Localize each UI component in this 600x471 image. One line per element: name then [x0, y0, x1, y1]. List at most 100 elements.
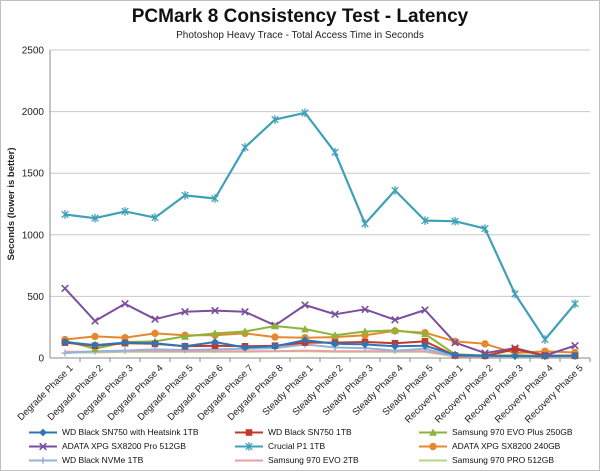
- y-tick-label: 1000: [22, 230, 45, 241]
- legend-swatch: [235, 442, 263, 451]
- data-point: [361, 219, 369, 229]
- y-tick-label: 2500: [22, 46, 45, 57]
- data-point: [391, 186, 399, 195]
- data-point: [451, 338, 459, 347]
- data-point: [39, 428, 47, 437]
- data-point: [481, 351, 489, 360]
- y-axis-label: Seconds (lower is better): [6, 148, 17, 261]
- legend-swatch: [419, 428, 447, 436]
- data-point: [361, 305, 369, 314]
- data-point: [121, 299, 129, 308]
- data-point: [481, 340, 489, 348]
- data-point: [91, 332, 99, 341]
- series-line: [64, 329, 576, 355]
- data-point: [121, 207, 129, 216]
- legend-label: WD Black NVMe 1TB: [62, 455, 144, 465]
- data-point: [511, 289, 519, 299]
- data-point: [331, 331, 339, 339]
- data-point: [301, 336, 309, 345]
- data-point: [245, 442, 253, 451]
- data-point: [151, 213, 159, 222]
- data-point: [39, 457, 47, 464]
- data-point: [451, 351, 459, 359]
- series-line: [64, 287, 576, 357]
- data-point: [361, 340, 369, 349]
- legend-swatch: [29, 457, 57, 464]
- data-point: [151, 339, 159, 348]
- legend-swatch: [29, 428, 57, 437]
- legend-swatch: [419, 442, 447, 451]
- data-point: [151, 329, 159, 338]
- data-point: [331, 310, 339, 319]
- data-point: [391, 326, 399, 334]
- y-tick-label: 0: [38, 354, 44, 365]
- data-point: [331, 147, 339, 157]
- data-point: [91, 317, 99, 325]
- data-point: [541, 352, 549, 361]
- chart-legend: WD Black SN750 with Heatsink 1TB WD Black…: [28, 426, 588, 468]
- legend-label: Samsung 970 EVO Plus 250GB: [452, 427, 573, 437]
- data-point: [421, 341, 429, 350]
- data-point: [421, 329, 429, 338]
- legend-swatch: [29, 442, 57, 451]
- data-point: [61, 210, 69, 219]
- y-tick-label: 1500: [22, 169, 45, 180]
- data-point: [39, 442, 47, 451]
- y-tick-label: 2000: [22, 107, 45, 118]
- data-point: [241, 143, 249, 152]
- data-point: [361, 327, 369, 335]
- legend-swatch: [419, 459, 447, 462]
- data-point: [571, 351, 579, 360]
- legend-label: Crucial P1 1TB: [268, 441, 326, 451]
- data-point: [61, 338, 69, 346]
- data-point: [271, 321, 279, 330]
- data-point: [211, 338, 219, 346]
- data-point: [121, 338, 129, 347]
- data-point: [391, 315, 399, 324]
- series-line: [64, 111, 576, 341]
- legend-label: WD Black SN750 1TB: [268, 427, 352, 437]
- data-point: [541, 335, 549, 344]
- data-point: [421, 338, 429, 345]
- data-point: [181, 342, 189, 351]
- data-point: [571, 299, 579, 309]
- data-point: [301, 301, 309, 309]
- data-point: [211, 306, 219, 315]
- data-point: [511, 346, 519, 353]
- data-point: [181, 332, 189, 340]
- data-point: [181, 191, 189, 200]
- data-point: [331, 339, 339, 348]
- data-point: [121, 347, 129, 354]
- legend-swatch: [235, 459, 263, 462]
- series-2: [61, 321, 579, 360]
- data-point: [271, 333, 279, 341]
- data-point: [301, 108, 309, 118]
- legend-label: ADATA XPG SX8200 240GB: [452, 441, 561, 451]
- data-point: [91, 341, 99, 349]
- data-point: [61, 349, 69, 357]
- data-point: [511, 352, 519, 360]
- legend-label: WD Black SN750 with Heatsink 1TB: [62, 427, 199, 437]
- legend-label: Samsung 970 PRO 512GB: [452, 455, 555, 465]
- legend-label: Samsung 970 EVO 2TB: [268, 455, 359, 465]
- data-point: [391, 342, 399, 351]
- data-point: [429, 442, 437, 451]
- data-point: [571, 341, 579, 350]
- series-line: [64, 339, 576, 358]
- chart-title: PCMark 8 Consistency Test - Latency: [131, 6, 469, 27]
- data-point: [241, 327, 249, 335]
- series-0: [61, 336, 579, 361]
- data-point: [61, 284, 69, 293]
- data-point: [451, 216, 459, 226]
- data-point: [181, 307, 189, 316]
- data-point: [151, 346, 159, 353]
- data-point: [481, 224, 489, 233]
- data-point: [211, 194, 219, 203]
- data-point: [121, 333, 129, 342]
- data-point: [211, 329, 219, 337]
- series-4: [61, 108, 579, 344]
- data-point: [151, 315, 159, 324]
- data-point: [271, 342, 279, 351]
- y-tick-label: 500: [27, 292, 44, 303]
